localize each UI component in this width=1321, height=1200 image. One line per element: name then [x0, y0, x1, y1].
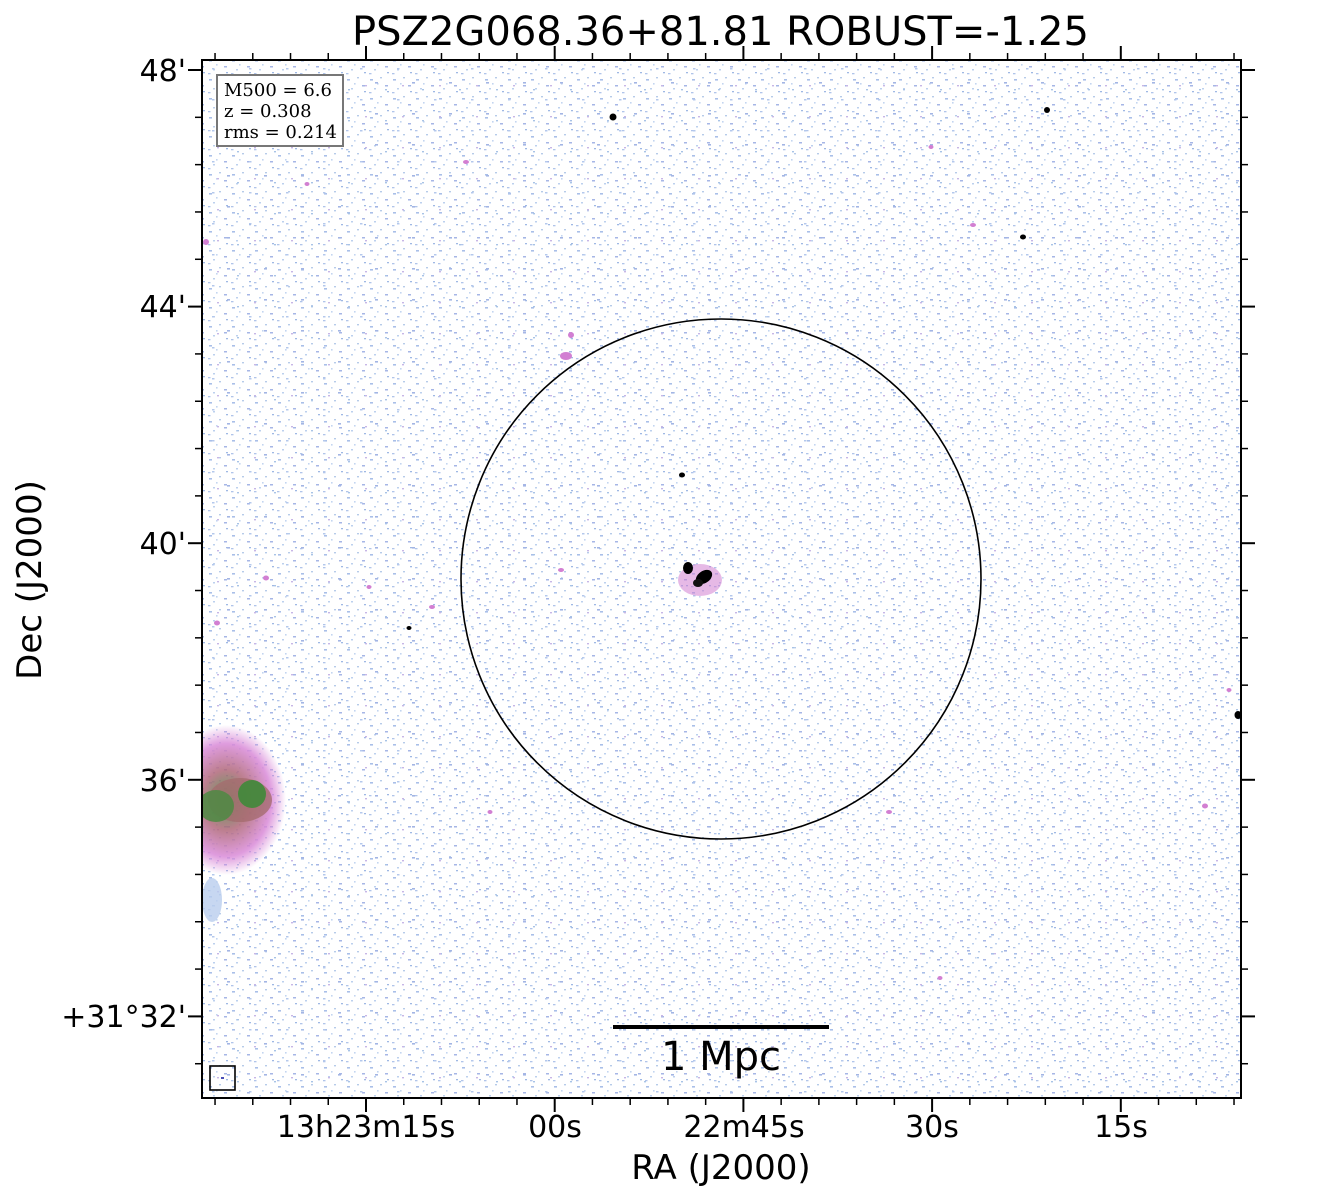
r500-circle [460, 318, 982, 840]
y-tick-label: 36' [139, 764, 186, 799]
y-axis-label: Dec (J2000) [10, 480, 50, 680]
x-axis-label: RA (J2000) [631, 1148, 811, 1188]
beam-box [209, 1065, 236, 1091]
x-tick-label: 30s [905, 1110, 959, 1145]
faint-features [203, 145, 1232, 980]
x-tick-label: 22m45s [683, 1110, 805, 1145]
noise-field [202, 60, 1241, 1098]
axis-ticks [188, 46, 1255, 1112]
y-tick-label: +31°32' [61, 1000, 186, 1035]
mass-label: M500 = 6.6 [224, 80, 332, 101]
y-tick-label: 40' [139, 527, 186, 562]
rms-label: rms = 0.214 [224, 122, 337, 143]
central-radio-source [678, 562, 722, 596]
extended-emission-left [202, 725, 286, 922]
x-tick-label: 13h23m15s [276, 1110, 456, 1145]
x-tick-label: 00s [528, 1110, 582, 1145]
info-legend-box: M500 = 6.6 z = 0.308 rms = 0.214 [216, 74, 344, 147]
redshift-label: z = 0.308 [224, 101, 312, 122]
y-tick-label: 48' [139, 54, 186, 89]
beam-ellipse [221, 1077, 224, 1079]
axes-frame [201, 59, 1242, 1099]
scale-bar-label: 1 Mpc [660, 1034, 782, 1080]
figure-title: PSZ2G068.36+81.81 ROBUST=-1.25 [352, 9, 1089, 55]
x-tick-label: 15s [1094, 1110, 1148, 1145]
point-sources [406, 107, 1241, 719]
y-tick-label: 44' [139, 290, 186, 325]
